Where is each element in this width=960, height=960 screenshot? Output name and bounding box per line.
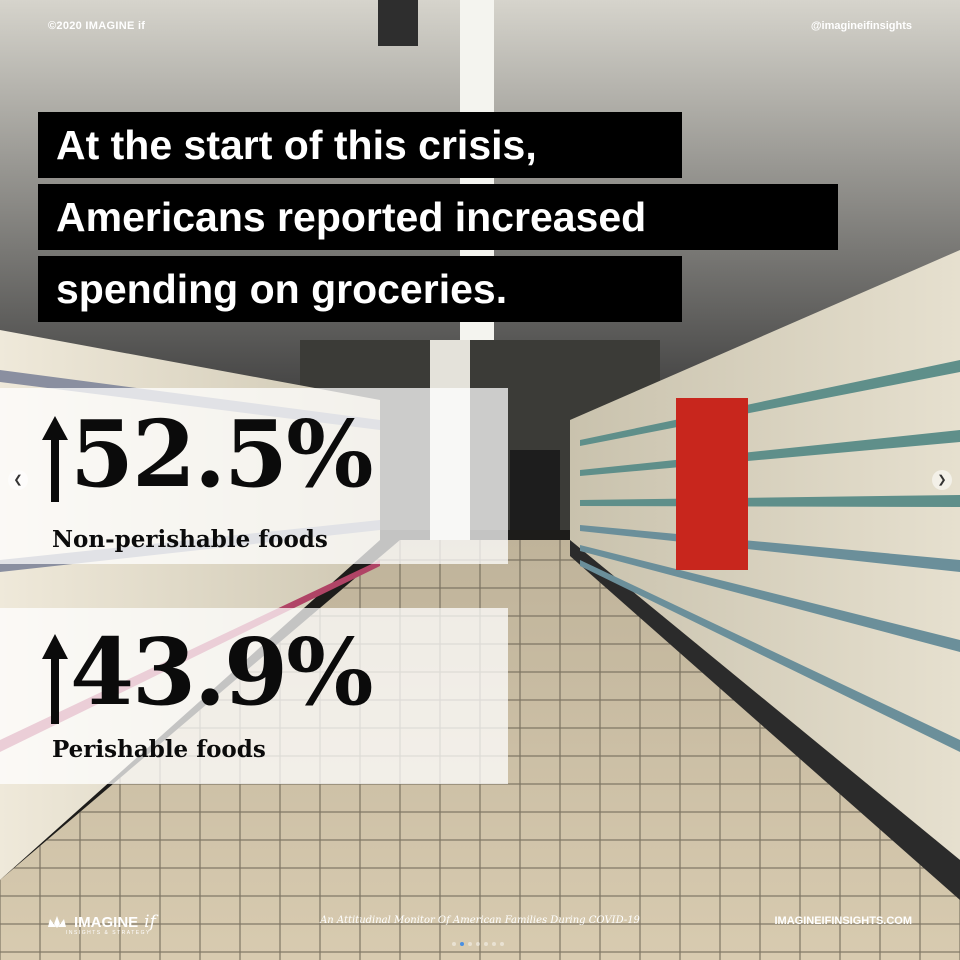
footer-tagline: An Attitudinal Monitor Of American Famil… bbox=[320, 915, 640, 926]
carousel-dot[interactable] bbox=[484, 942, 488, 946]
carousel-dot[interactable] bbox=[476, 942, 480, 946]
footer-logo: IMAGINE if bbox=[46, 912, 156, 932]
headline-line-1: At the start of this crisis, bbox=[38, 112, 682, 178]
headline-line-2: Americans reported increased bbox=[38, 184, 838, 250]
carousel-dot[interactable] bbox=[452, 942, 456, 946]
stat-label: Perishable foods bbox=[52, 736, 266, 763]
chevron-left-icon[interactable]: ❮ bbox=[8, 470, 28, 490]
carousel-dot[interactable] bbox=[500, 942, 504, 946]
carousel-dot[interactable] bbox=[492, 942, 496, 946]
logo-italic-text: if bbox=[144, 912, 156, 932]
up-arrow-icon bbox=[42, 416, 68, 502]
chevron-right-icon[interactable]: ❯ bbox=[932, 470, 952, 490]
footer-website[interactable]: IMAGINEIFINSIGHTS.COM bbox=[774, 915, 913, 927]
stat-panel-non-perishable: 52.5% Non-perishable foods bbox=[0, 388, 508, 564]
logo-text: IMAGINE bbox=[74, 913, 139, 931]
carousel-dot[interactable] bbox=[460, 942, 464, 946]
logo-subtitle: INSIGHTS & STRATEGY bbox=[66, 930, 151, 936]
carousel-dots bbox=[452, 942, 504, 946]
stat-label: Non-perishable foods bbox=[52, 526, 328, 553]
up-arrow-icon bbox=[42, 634, 68, 724]
stat-value: 52.5% bbox=[70, 400, 373, 508]
copyright-text: ©2020 IMAGINE if bbox=[48, 20, 146, 32]
stat-value: 43.9% bbox=[70, 618, 373, 726]
carousel-dot[interactable] bbox=[468, 942, 472, 946]
headline-line-3: spending on groceries. bbox=[38, 256, 682, 322]
lotus-logo-icon bbox=[48, 916, 66, 928]
instagram-handle[interactable]: @imagineifinsights bbox=[810, 20, 912, 32]
stat-panel-perishable: 43.9% Perishable foods bbox=[0, 608, 508, 784]
